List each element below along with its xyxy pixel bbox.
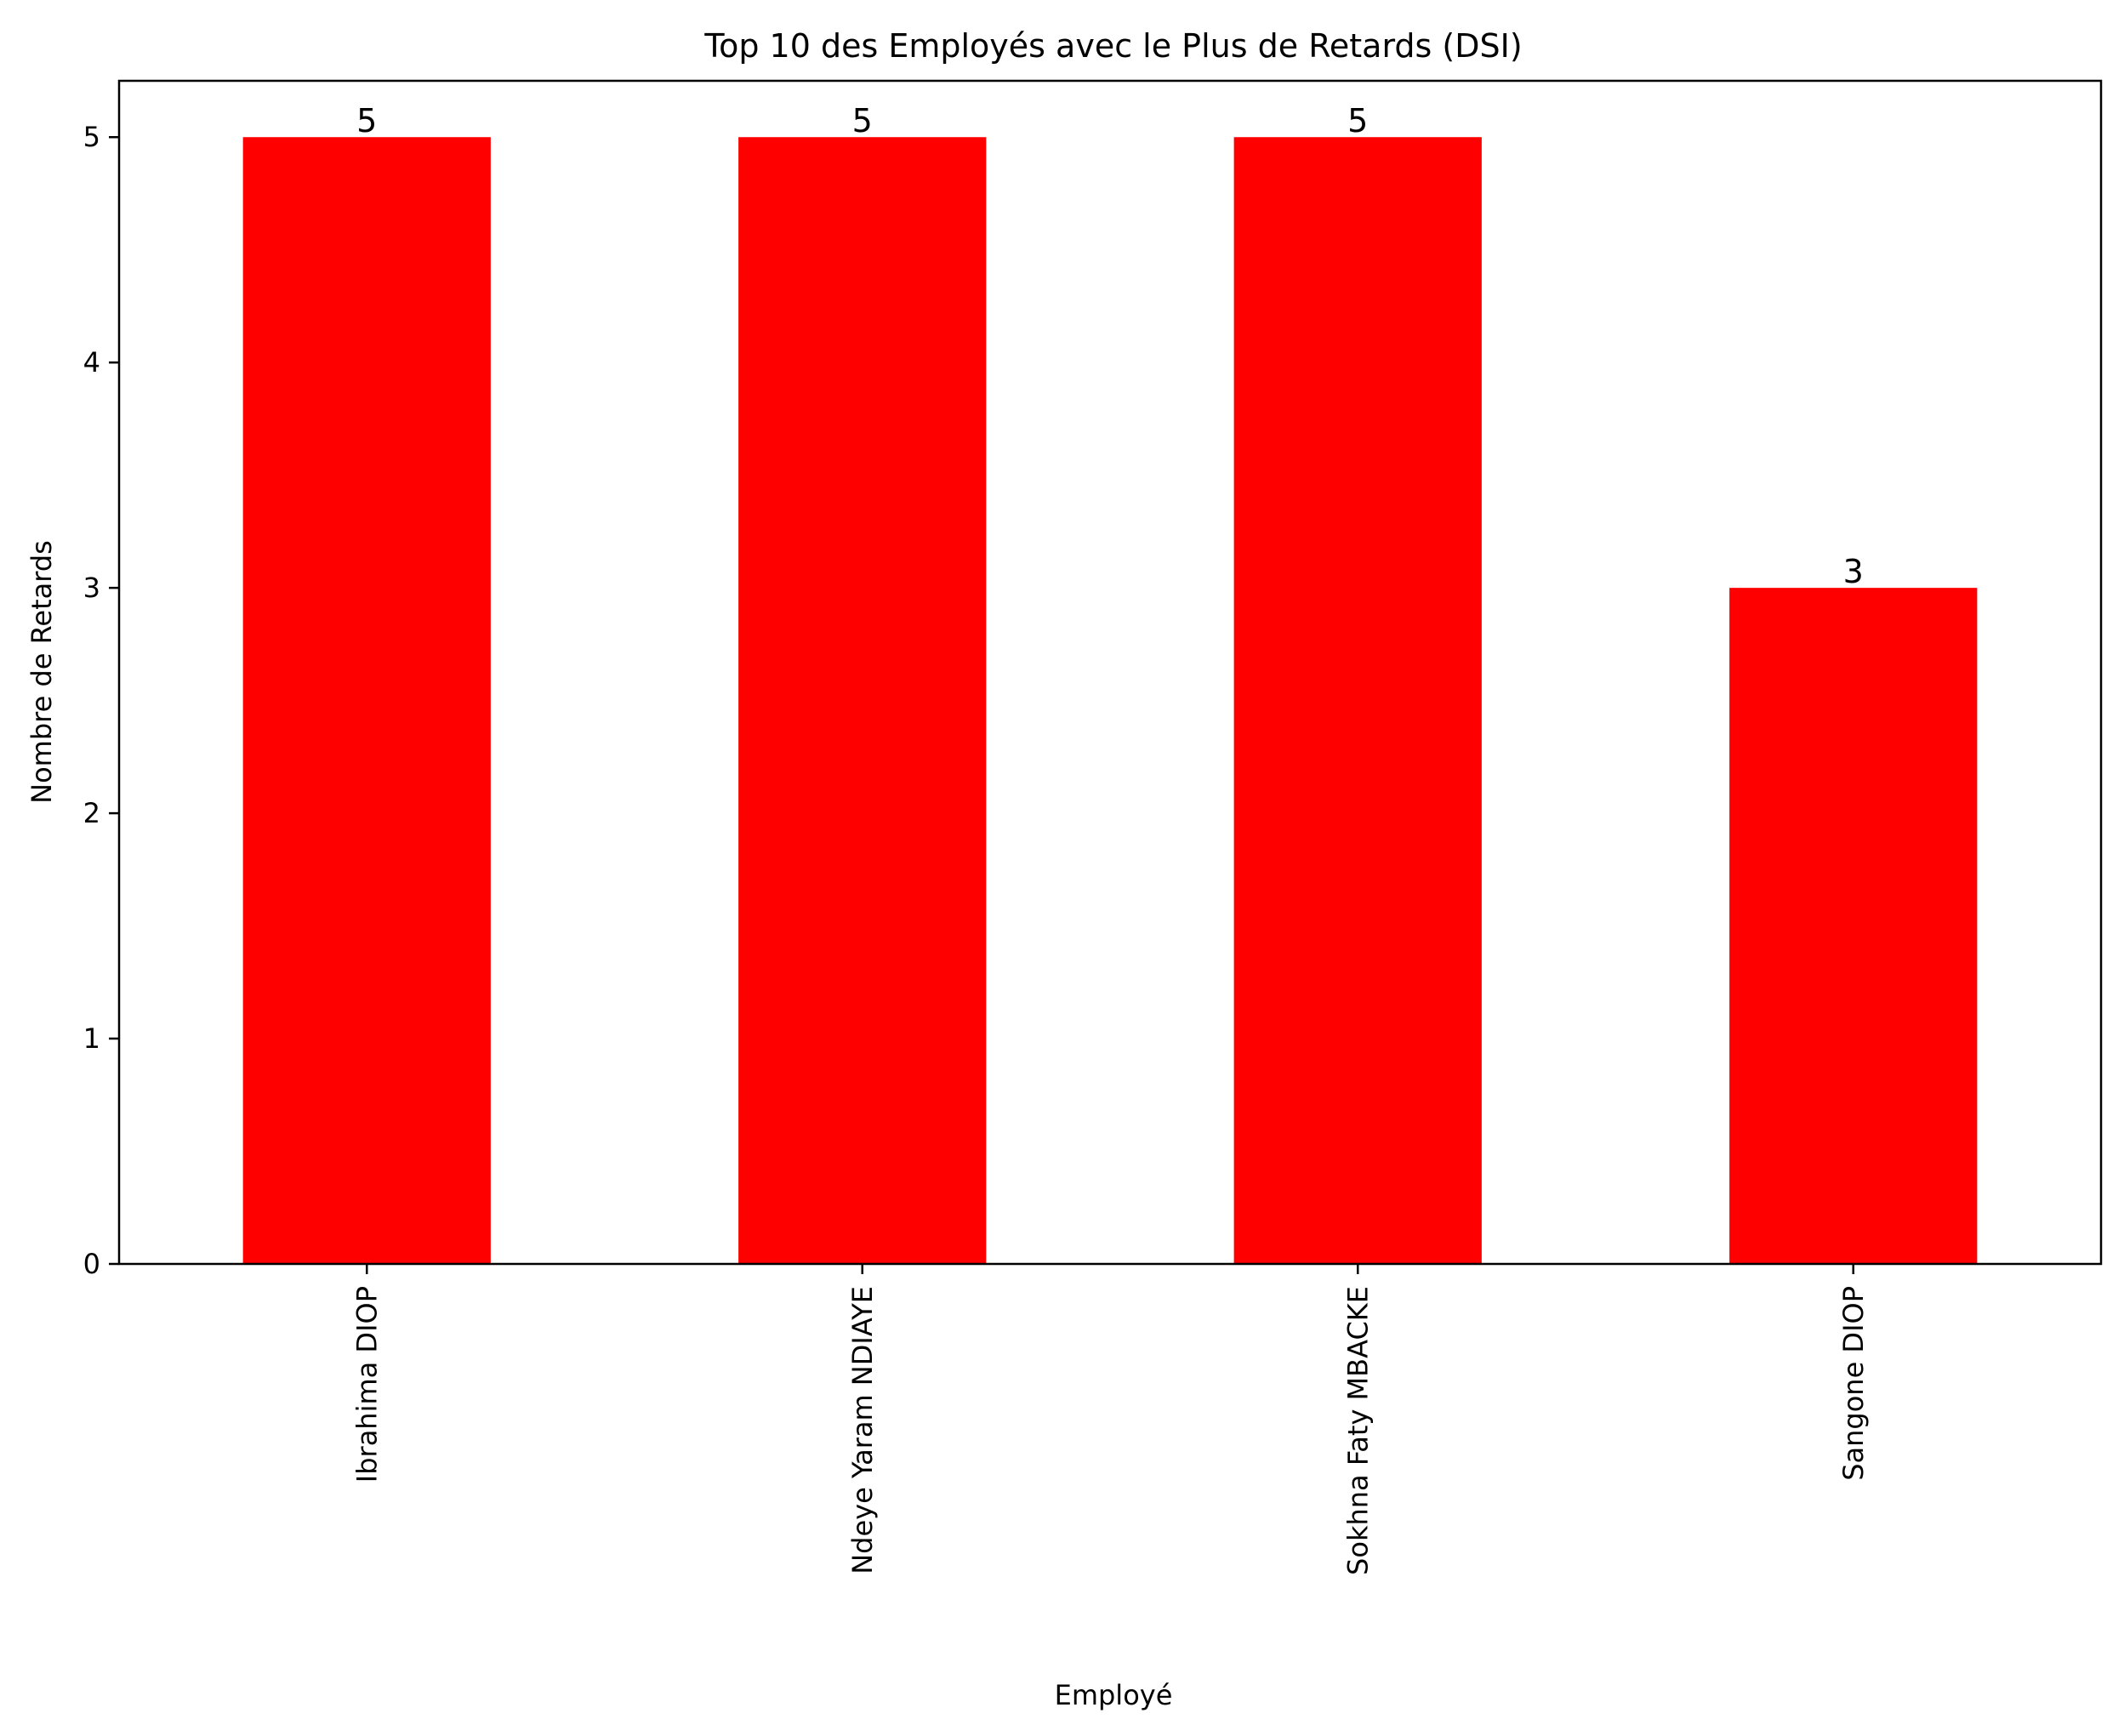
x-tick-label-3: Sokhna Faty MBACKE xyxy=(1341,1286,1374,1575)
x-tick-label-4: Sangone DIOP xyxy=(1837,1286,1870,1481)
data-label-1: 5 xyxy=(356,102,377,139)
chart-title: Top 10 des Employés avec le Plus de Reta… xyxy=(703,27,1522,65)
plot-frame xyxy=(117,79,2103,1266)
data-labels-layer: 5 5 5 3 xyxy=(356,102,1864,590)
bar-4 xyxy=(1729,588,1978,1264)
y-tick-label-3: 3 xyxy=(83,572,100,604)
y-tick-label-0: 0 xyxy=(83,1248,100,1280)
x-tick-label-1: Ibrahima DIOP xyxy=(350,1286,383,1483)
data-label-3: 5 xyxy=(1347,102,1368,139)
data-label-4: 3 xyxy=(1843,553,1864,590)
y-tick-label-1: 1 xyxy=(83,1022,100,1055)
bar-3 xyxy=(1233,137,1482,1265)
x-axis-ticks: Ibrahima DIOP Ndeye Yaram NDIAYE Sokhna Fa… xyxy=(350,1264,1870,1575)
x-tick-label-2: Ndeye Yaram NDIAYE xyxy=(846,1286,879,1574)
y-tick-label-4: 4 xyxy=(83,346,100,379)
bar-1 xyxy=(242,137,491,1265)
y-axis-ticks: 0 1 2 3 4 5 xyxy=(83,121,119,1280)
data-label-2: 5 xyxy=(852,102,873,139)
x-axis-label: Employé xyxy=(1055,1679,1173,1711)
y-axis-label: Nombre de Retards xyxy=(26,540,58,804)
y-tick-label-2: 2 xyxy=(83,797,100,829)
bars-layer xyxy=(242,137,1978,1265)
bar-2 xyxy=(738,137,987,1265)
y-tick-label-5: 5 xyxy=(83,121,100,153)
